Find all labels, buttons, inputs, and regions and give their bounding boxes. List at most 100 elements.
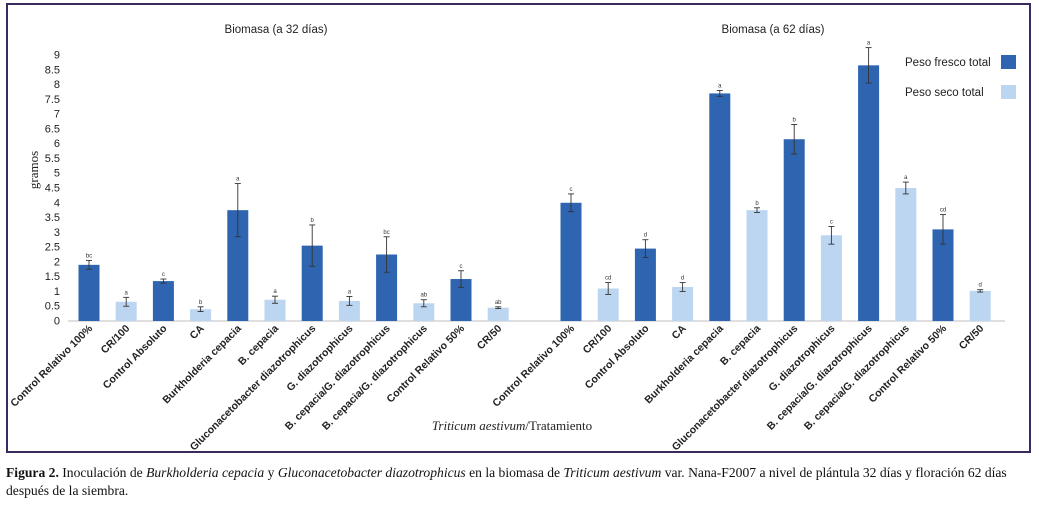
category-label: Control Absoluto xyxy=(101,323,170,392)
significance-letter: cd xyxy=(605,276,611,282)
significance-letter: ab xyxy=(495,300,502,306)
legend-swatch xyxy=(1001,55,1016,69)
y-tick-label: 2 xyxy=(54,256,60,268)
category-label: CA xyxy=(670,322,690,342)
category-label: CR/50 xyxy=(957,323,987,353)
y-tick-label: 5.5 xyxy=(45,153,60,165)
y-tick-label: 1.5 xyxy=(45,271,60,283)
y-tick-label: 8.5 xyxy=(45,64,60,76)
caption-text-3: en la biomasa de xyxy=(465,465,564,480)
significance-letter: b xyxy=(311,218,315,224)
bar xyxy=(746,210,768,321)
significance-letter: b xyxy=(793,117,797,123)
bar xyxy=(301,245,323,321)
significance-letter: d xyxy=(681,276,684,282)
significance-letter: c xyxy=(570,187,573,193)
category-label: CA xyxy=(188,322,208,342)
chart-frame xyxy=(6,3,1031,453)
x-axis-title-species: Triticum aestivum xyxy=(432,418,526,433)
figure-caption: Figura 2. Inoculación de Burkholderia ce… xyxy=(6,464,1034,500)
y-tick-label: 2.5 xyxy=(45,242,60,254)
bar xyxy=(376,254,398,321)
significance-letter: c xyxy=(162,272,165,278)
caption-species-1: Burkholderia cepacia xyxy=(146,465,265,480)
category-label: CR/50 xyxy=(475,323,505,353)
bar xyxy=(820,235,842,321)
caption-species-2: Gluconacetobacter diazotrophicus xyxy=(277,465,466,480)
y-tick-label: 8 xyxy=(54,79,60,91)
y-tick-label: 4 xyxy=(54,197,60,209)
y-tick-label: 5 xyxy=(54,168,60,180)
category-label: CR/100 xyxy=(581,323,615,357)
biomass-bar-chart: 0 0.5 1 1.5 2 2.5 3 3.5 4 4.5 5 5.5 6 6.5 7 7.5 8 8.5 9 gra… xyxy=(8,24,1016,453)
y-tick-label: 4.5 xyxy=(45,183,60,195)
significance-letter: d xyxy=(979,283,982,289)
bar xyxy=(932,229,954,321)
bar xyxy=(413,303,435,321)
bar xyxy=(858,65,880,321)
significance-letter: ab xyxy=(420,293,427,299)
significance-letter: a xyxy=(273,289,277,295)
y-tick-label: 3.5 xyxy=(45,212,60,224)
bar xyxy=(560,202,582,321)
y-tick-label: 1 xyxy=(54,286,60,298)
bar xyxy=(450,279,472,321)
bar xyxy=(672,287,694,321)
significance-letter: a xyxy=(125,290,129,296)
significance-letter: a xyxy=(867,41,871,47)
bar xyxy=(115,301,137,321)
category-label: Control Absoluto xyxy=(583,323,652,392)
significance-letter: a xyxy=(718,83,722,89)
bar xyxy=(783,139,805,321)
x-axis-title-rest: /Tratamiento xyxy=(525,418,592,433)
y-tick-label: 0 xyxy=(54,316,60,328)
panel-title: Biomasa (a 32 días) xyxy=(225,24,328,36)
significance-letter: a xyxy=(348,289,352,295)
y-tick-label: 6.5 xyxy=(45,123,60,135)
significance-letter: c xyxy=(830,219,833,225)
significance-letter: cd xyxy=(940,208,946,214)
y-tick-label: 7 xyxy=(54,109,60,121)
bar xyxy=(895,188,917,321)
significance-letter: c xyxy=(460,264,463,270)
caption-lead: Figura 2. xyxy=(6,465,59,480)
significance-letter: b xyxy=(755,201,759,207)
bar xyxy=(152,281,174,321)
y-tick-label: 9 xyxy=(54,50,60,62)
caption-text-2: y xyxy=(264,465,278,480)
bar xyxy=(634,248,656,321)
legend-swatch xyxy=(1001,85,1016,99)
bar xyxy=(227,210,249,321)
significance-letter: bc xyxy=(383,230,389,236)
caption-species-3: Triticum aestivum xyxy=(563,465,662,480)
bar xyxy=(78,264,100,321)
category-label: CR/100 xyxy=(99,323,133,357)
bar xyxy=(338,300,360,321)
bar xyxy=(190,309,212,321)
y-tick-label: 3 xyxy=(54,227,60,239)
category-label: G. diazotrophicus xyxy=(766,323,837,394)
x-axis-title: Triticum aestivum/Tratamiento xyxy=(432,418,592,433)
y-tick-label: 0.5 xyxy=(45,301,60,313)
y-axis-title: gramos xyxy=(26,151,41,189)
bar xyxy=(709,93,731,321)
caption-text-4: var. Nana-F2007 a nivel de plántula 32 d… xyxy=(6,465,1007,498)
category-label: Control Relativo 100% xyxy=(490,322,577,409)
significance-letter: a xyxy=(236,177,240,183)
category-label: G. diazotrophicus xyxy=(284,323,355,394)
bar xyxy=(487,307,509,321)
bar xyxy=(597,288,619,321)
bar xyxy=(264,299,286,321)
category-label: Control Relativo 100% xyxy=(8,322,95,409)
legend-label: Peso fresco total xyxy=(905,57,991,69)
legend-label: Peso seco total xyxy=(905,87,984,99)
caption-text-1: Inoculación de xyxy=(58,465,147,480)
significance-letter: b xyxy=(199,300,203,306)
panel-title: Biomasa (a 62 días) xyxy=(722,24,825,36)
bar xyxy=(969,290,991,321)
y-tick-label: 7.5 xyxy=(45,94,60,106)
significance-letter: bc xyxy=(86,253,92,259)
significance-letter: a xyxy=(904,175,908,181)
significance-letter: d xyxy=(644,233,647,239)
y-tick-label: 6 xyxy=(54,138,60,150)
